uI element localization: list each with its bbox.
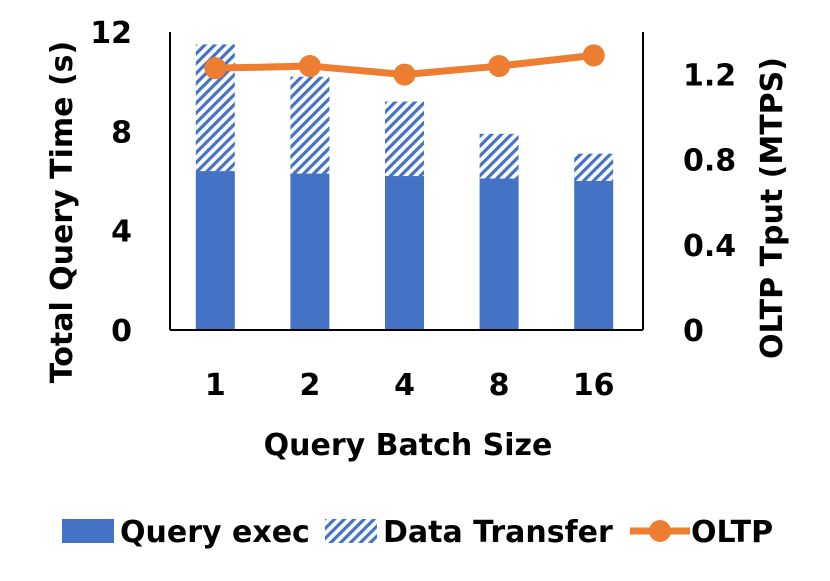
y2-tick-label: 0.8 xyxy=(683,144,736,179)
legend-label-query-exec: Query exec xyxy=(120,515,310,550)
oltp-point-4 xyxy=(393,63,416,86)
bar-data-transfer-2 xyxy=(290,76,330,174)
x-tick-label-1: 1 xyxy=(205,368,226,403)
oltp-point-16 xyxy=(582,44,605,67)
y-tick-label: 12 xyxy=(90,16,132,51)
plot-area xyxy=(169,32,644,331)
bar-query-exec-16 xyxy=(574,181,614,330)
bar-query-exec-2 xyxy=(290,173,330,330)
legend-swatch-oltp-marker xyxy=(649,520,671,542)
bars xyxy=(195,44,614,330)
y-tick-label: 8 xyxy=(111,115,132,150)
x-axis-ticks: 1 2 4 8 16 xyxy=(205,368,615,403)
oltp-point-8 xyxy=(488,55,511,78)
y2-axis-title: OLTP Tput (MTPS) xyxy=(755,57,790,359)
legend-label-data-transfer: Data Transfer xyxy=(383,515,613,550)
bar-data-transfer-8 xyxy=(479,133,519,179)
y2-tick-label: 1.2 xyxy=(683,59,736,94)
y-tick-label: 4 xyxy=(111,215,132,250)
legend-item-query-exec: Query exec xyxy=(62,515,310,550)
y2-tick-label: 0 xyxy=(683,314,704,349)
legend-swatch-query-exec xyxy=(62,519,114,543)
y2-tick-label: 0.4 xyxy=(683,229,736,264)
bar-query-exec-4 xyxy=(385,176,424,330)
oltp-point-2 xyxy=(298,55,321,78)
oltp-point-1 xyxy=(204,57,227,80)
x-tick-label-16: 16 xyxy=(573,368,615,403)
legend-item-data-transfer: Data Transfer xyxy=(325,515,613,550)
y-axis-ticks: 0 4 8 12 xyxy=(90,16,132,349)
y-axis-title: Total Query Time (s) xyxy=(45,41,80,383)
legend-label-oltp: OLTP xyxy=(691,515,773,550)
x-tick-label-4: 4 xyxy=(394,368,415,403)
legend-swatch-data-transfer xyxy=(325,519,377,543)
x-tick-label-8: 8 xyxy=(489,368,510,403)
bar-query-exec-1 xyxy=(195,171,235,330)
bar-query-exec-8 xyxy=(479,178,519,330)
x-axis-title: Query Batch Size xyxy=(264,428,553,463)
legend: Query exec Data Transfer OLTP xyxy=(62,515,773,550)
bar-data-transfer-16 xyxy=(574,153,614,181)
y2-axis-ticks: 0 0.4 0.8 1.2 xyxy=(683,59,736,349)
bar-data-transfer-4 xyxy=(385,101,424,177)
x-tick-label-2: 2 xyxy=(299,368,320,403)
oltp-line-series xyxy=(204,44,605,86)
y-tick-label: 0 xyxy=(111,314,132,349)
legend-item-oltp: OLTP xyxy=(630,515,773,550)
